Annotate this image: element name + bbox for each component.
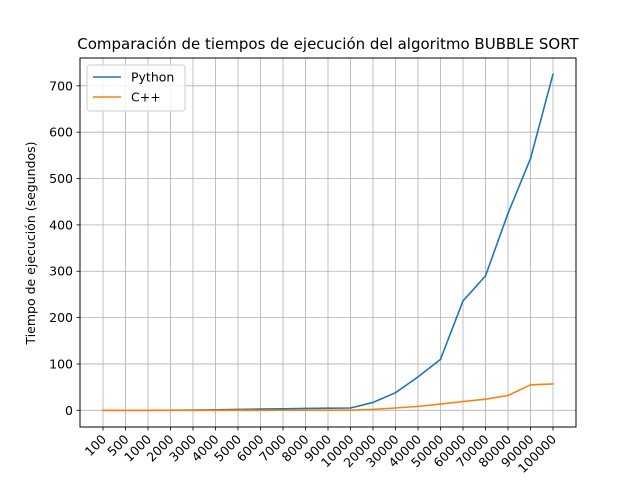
data-point-c: [417, 405, 419, 408]
data-point-python: [304, 407, 307, 410]
data-point-python: [394, 391, 397, 394]
data-point-c: [192, 409, 194, 412]
legend-label-python: Python: [131, 70, 174, 85]
data-point-python: [327, 407, 329, 409]
legend: Python C++: [86, 64, 186, 112]
data-point-c: [484, 398, 487, 400]
data-point-c: [237, 409, 239, 412]
data-point-python: [552, 73, 554, 76]
data-point-c: [349, 409, 352, 412]
chart-title: Comparación de tiempos de ejecución del …: [77, 35, 579, 53]
legend-label-c: C++: [131, 90, 161, 105]
y-axis: 0 100 200 300 400 500 600 700: [49, 78, 80, 418]
data-point-python: [417, 376, 419, 378]
data-point-c: [462, 400, 464, 403]
y-axis-label: Tiempo de ejecución (segundos): [23, 141, 38, 345]
data-point-c: [214, 409, 217, 412]
data-point-c: [552, 383, 554, 385]
data-point-c: [304, 409, 307, 412]
data-point-c: [529, 384, 532, 386]
data-point-c: [282, 409, 284, 412]
y-tick-label: 400: [49, 217, 73, 232]
data-point-c: [147, 409, 149, 412]
data-point-python: [507, 212, 509, 215]
data-point-c: [259, 409, 262, 412]
data-point-c: [439, 403, 442, 405]
data-point-c: [327, 409, 329, 412]
series-lines: [102, 73, 554, 412]
y-tick-label: 600: [49, 125, 73, 140]
y-tick-label: 300: [49, 264, 73, 279]
y-tick-label: 100: [49, 356, 73, 371]
y-tick-label: 700: [49, 78, 73, 93]
data-point-python: [484, 275, 487, 277]
data-point-c: [102, 409, 104, 412]
data-point-c: [124, 409, 127, 412]
y-tick-label: 500: [49, 171, 73, 186]
data-point-c: [169, 409, 172, 412]
data-point-c: [394, 407, 397, 409]
data-point-python: [462, 300, 464, 302]
data-point-c: [507, 394, 509, 397]
y-tick-label: 0: [65, 403, 73, 418]
data-point-python: [282, 407, 284, 410]
data-point-python: [372, 401, 374, 404]
y-tick-label: 200: [49, 310, 73, 325]
data-point-python: [529, 157, 532, 160]
data-point-python: [439, 358, 442, 361]
data-point-python: [349, 407, 352, 409]
data-point-c: [372, 408, 374, 411]
